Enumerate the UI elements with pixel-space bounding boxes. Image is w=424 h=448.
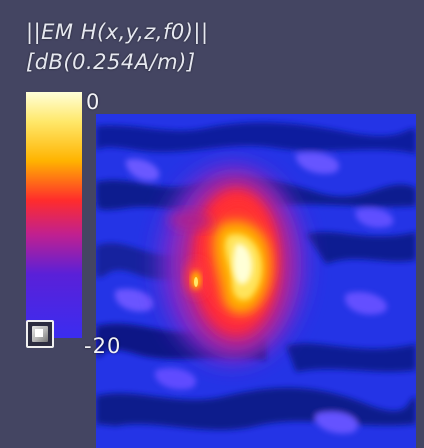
legend-title-line1: ||EM H(x,y,z,f0)||: [26, 20, 209, 44]
colorbar-toggle-icon[interactable]: [26, 320, 54, 348]
heatmap-canvas: [96, 114, 416, 448]
colorbar-max-label: 0: [86, 90, 100, 114]
colorbar-min-label: -20: [84, 334, 122, 358]
colorbar: [26, 92, 82, 338]
colorbar-gradient: [26, 92, 82, 338]
hotspot: [160, 166, 304, 362]
field-heatmap: [96, 114, 416, 448]
legend-title-line2: [dB(0.254A/m)]: [26, 50, 196, 74]
legend-title: ||EM H(x,y,z,f0)|| [dB(0.254A/m)]: [26, 18, 209, 78]
